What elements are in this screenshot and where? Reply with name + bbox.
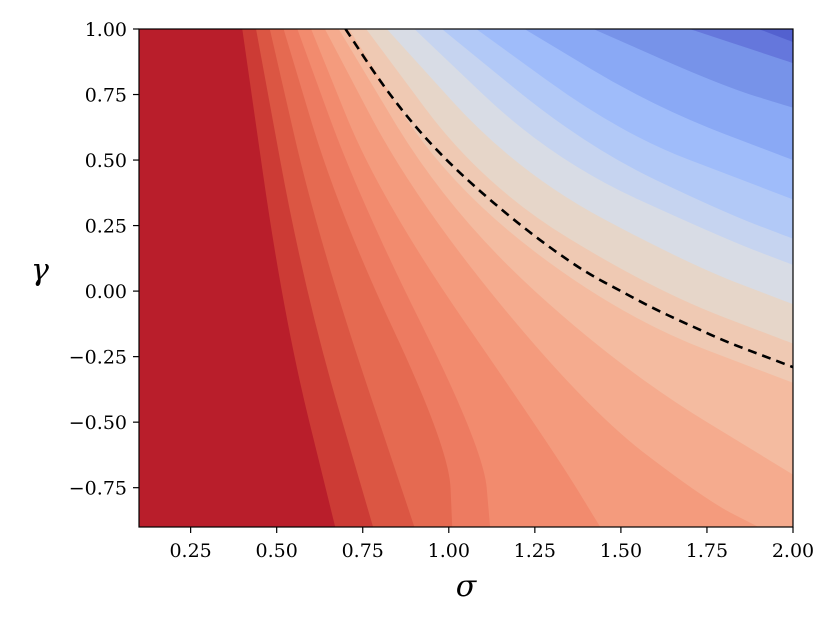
y-tick-label: 1.00 [85, 19, 127, 41]
x-axis-label: σ [456, 569, 478, 604]
contour-band-18 [758, 29, 793, 43]
dashed-contour-line [344, 29, 793, 369]
x-axis: 0.25 0.50 0.75 1.00 1.25 1.50 1.75 2.00 [169, 527, 814, 562]
y-axis-label: γ [31, 253, 49, 288]
y-axis: −0.75 −0.50 −0.25 0.00 0.25 0.50 0.75 1.00 [69, 19, 139, 500]
y-tick-label: −0.75 [69, 478, 127, 500]
x-tick-label: 1.75 [686, 540, 728, 562]
y-tick-label: 0.50 [85, 150, 127, 172]
y-tick-label: −0.25 [69, 347, 127, 369]
contour-band-17 [689, 29, 793, 64]
plot-frame [138, 28, 794, 528]
x-tick-label: 2.00 [772, 540, 814, 562]
dashed-contour-path [344, 29, 793, 369]
contour-band-16 [593, 29, 793, 108]
x-tick-label: 1.25 [514, 540, 556, 562]
x-tick-label: 0.50 [256, 540, 298, 562]
x-tick-label: 1.00 [428, 540, 470, 562]
contour-bands [139, 29, 793, 527]
y-tick-label: 0.00 [85, 281, 127, 303]
x-tick-label: 0.75 [342, 540, 384, 562]
y-tick-label: −0.50 [69, 412, 127, 434]
x-tick-label: 0.25 [169, 540, 211, 562]
y-tick-label: 0.25 [85, 216, 127, 238]
x-tick-label: 1.50 [600, 540, 642, 562]
y-tick-label: 0.75 [85, 85, 127, 107]
